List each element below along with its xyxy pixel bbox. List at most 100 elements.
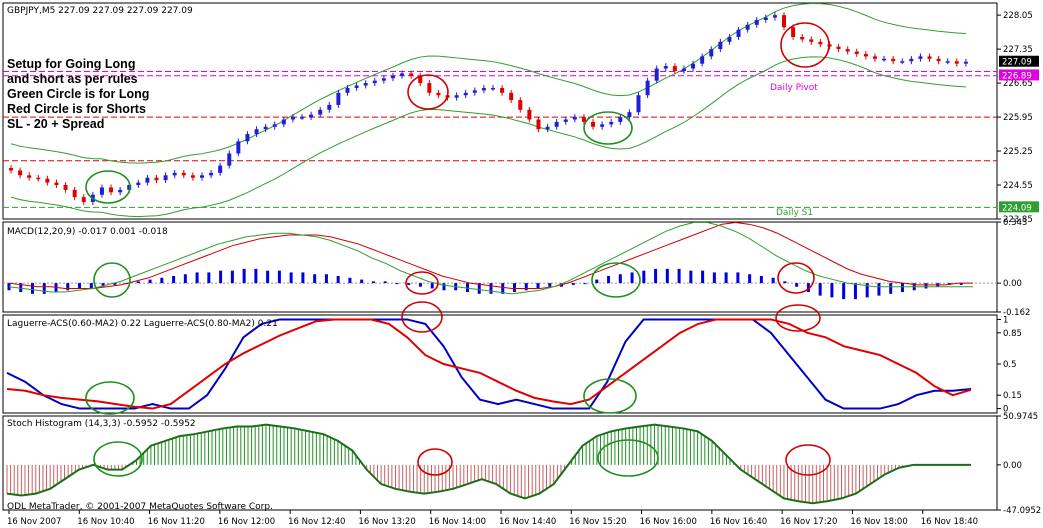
time-tick-label: 16 Nov 18:00 [850,517,907,527]
candle [491,87,495,90]
macd-bar [889,283,893,294]
macd-bar [183,274,187,284]
candle [945,61,950,63]
short-circle [780,22,830,68]
candle [782,15,787,28]
stoch-tick-label: 0.00 [1003,461,1022,471]
long-circle [597,439,659,477]
candle [845,49,850,52]
candle [754,19,759,25]
candle [745,24,750,30]
candle [63,185,68,190]
candle [427,83,432,93]
candle [409,73,414,76]
candle [927,56,932,59]
candle [536,119,541,130]
laguerre-pane[interactable] [6,318,972,410]
candle [700,56,705,64]
price-tick-label: 227.35 [1003,45,1033,55]
candle [609,121,614,125]
candle [645,80,650,96]
macd-bar [524,283,528,291]
laguerre-line-1 [6,318,972,410]
macd-bar [477,283,481,294]
macd-bar [489,283,493,294]
short-circle [401,301,443,333]
long-circle [583,111,633,145]
candle [154,177,159,181]
macd-bar [78,283,82,289]
candle [500,87,505,93]
macd-bar [853,283,857,300]
macd-bar [548,283,552,287]
macd-bar [348,277,352,284]
macd-bar [277,270,281,284]
macd-signal-line [8,222,973,289]
candle [145,177,150,183]
pane-frame-lag [2,314,998,414]
candle [600,124,605,127]
macd-bar [501,283,505,294]
candle [463,92,468,96]
long-circle [93,262,131,298]
laguerre-tick-label: 0.85 [1003,329,1022,339]
price-tick-label: 225.95 [1003,113,1033,123]
price-tick-label: 225.25 [1003,147,1033,157]
candle [772,15,777,18]
macd-bar [806,283,810,293]
macd-pane[interactable] [3,222,997,300]
candle [618,117,623,122]
time-tick-label: 16 Nov 16:40 [710,517,767,527]
candle [354,85,359,88]
candle [45,178,50,183]
macd-bar [395,283,399,285]
candle [199,175,204,178]
macd-bar [724,272,728,284]
stoch-pane[interactable] [6,423,971,505]
candle [136,182,141,186]
candle [172,172,177,176]
macd-bar [42,283,46,294]
macd-bar [19,283,23,293]
macd-bar [254,268,258,284]
macd-bar [31,283,35,294]
time-tick-label: 16 Nov 13:20 [358,517,415,527]
candle [418,75,423,84]
candle [563,119,568,122]
macd-bar [759,276,763,284]
candle [381,78,386,81]
candle [190,175,195,178]
macd-bar [371,281,375,284]
candle [318,109,323,115]
macd-bar [289,272,293,284]
candle [9,168,13,171]
candle [118,189,123,193]
time-tick-label: 16 Nov 17:20 [780,517,837,527]
macd-bar [360,279,364,284]
candle [327,104,332,110]
candle [254,129,259,135]
macd-bar [630,272,634,284]
laguerre-tick-label: 1 [1003,315,1008,325]
candle [481,87,486,91]
time-tick-label: 16 Nov 18:40 [921,517,978,527]
candle [18,170,23,176]
candle [99,187,104,195]
bollinger-upper [10,2,966,164]
short-circle [405,271,439,295]
candle [681,68,686,71]
price-pane[interactable] [3,2,997,218]
time-tick-label: 16 Nov 16:00 [640,517,697,527]
candle [472,90,477,93]
macd-tick-label: 0.343 [1003,218,1027,228]
macd-bar [242,268,246,284]
laguerre-title: Laguerre-ACS(0.60-MA2) 0.22 Laguerre-ACS… [7,319,278,329]
macd-bar [324,274,328,284]
macd-tick-label: -0.162 [1003,308,1030,318]
candle [400,73,405,76]
bollinger-lower [10,56,966,218]
long-circle [583,378,637,414]
macd-bar [959,283,963,285]
